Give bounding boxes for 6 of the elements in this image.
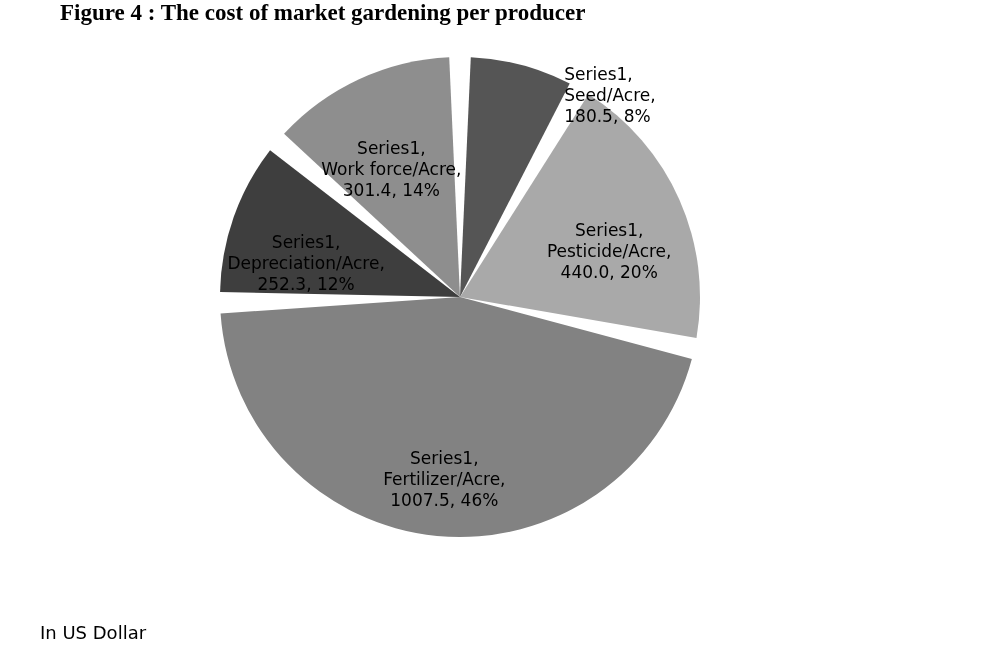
chart-title: Figure 4 : The cost of market gardening per producer [60,0,586,25]
data-label: Series1, Fertilizer/Acre, 1007.5, 46% [383,448,506,511]
data-label: Series1, Depreciation/Acre, 252.3, 12% [227,231,385,294]
text: In US Dollar [40,622,147,643]
data-label: Series1, Pesticide/Acre, 440.0, 20% [546,219,672,282]
data-label: Series1, Seed/Acre, 180.5, 8% [564,64,656,127]
